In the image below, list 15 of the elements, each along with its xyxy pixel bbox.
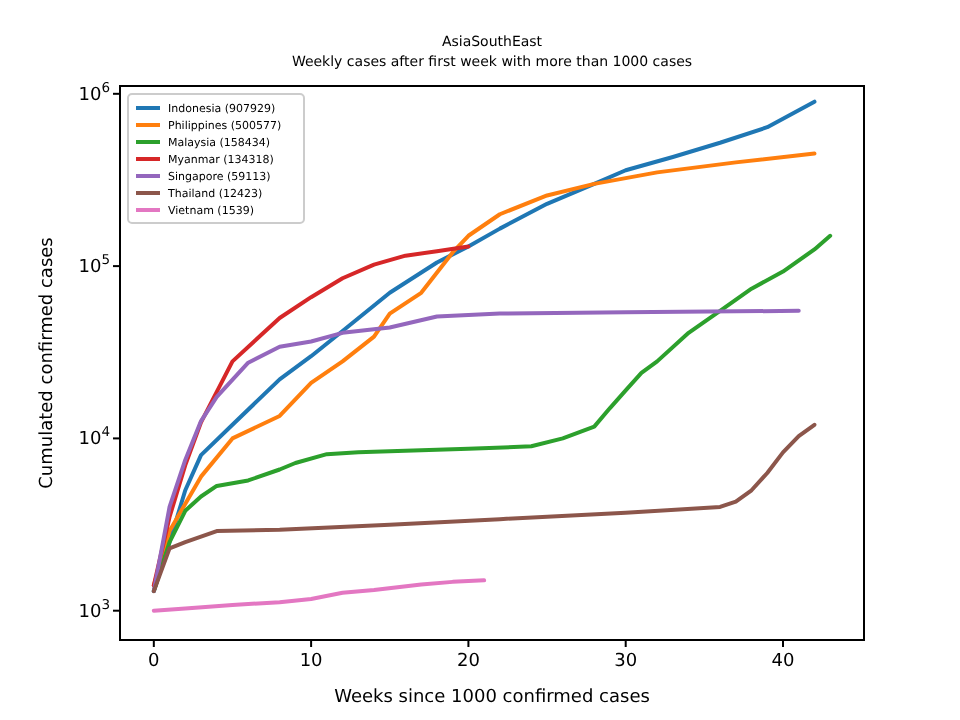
y-tick-label: 10$^{5}$: [78, 252, 110, 279]
x-tick-label: 10: [299, 652, 324, 672]
line-series: [151, 308, 801, 594]
y-tick-label: 10$^{4}$: [78, 424, 110, 451]
x-tick-label: 40: [771, 652, 795, 672]
line-series: [151, 244, 471, 588]
x-axis-title: Weeks since 1000 confirmed cases: [334, 688, 651, 708]
y-axis-title: Cumulated confirmed cases: [38, 236, 58, 489]
x-tick-label: 20: [456, 652, 481, 672]
x-tick-label: 0: [148, 652, 161, 672]
x-tick-label: 30: [614, 652, 638, 672]
line-series: [151, 422, 817, 594]
y-tick-label: 10$^{6}$: [78, 79, 110, 106]
line-series: [151, 578, 487, 613]
y-tick-label: 10$^{3}$: [78, 596, 110, 623]
